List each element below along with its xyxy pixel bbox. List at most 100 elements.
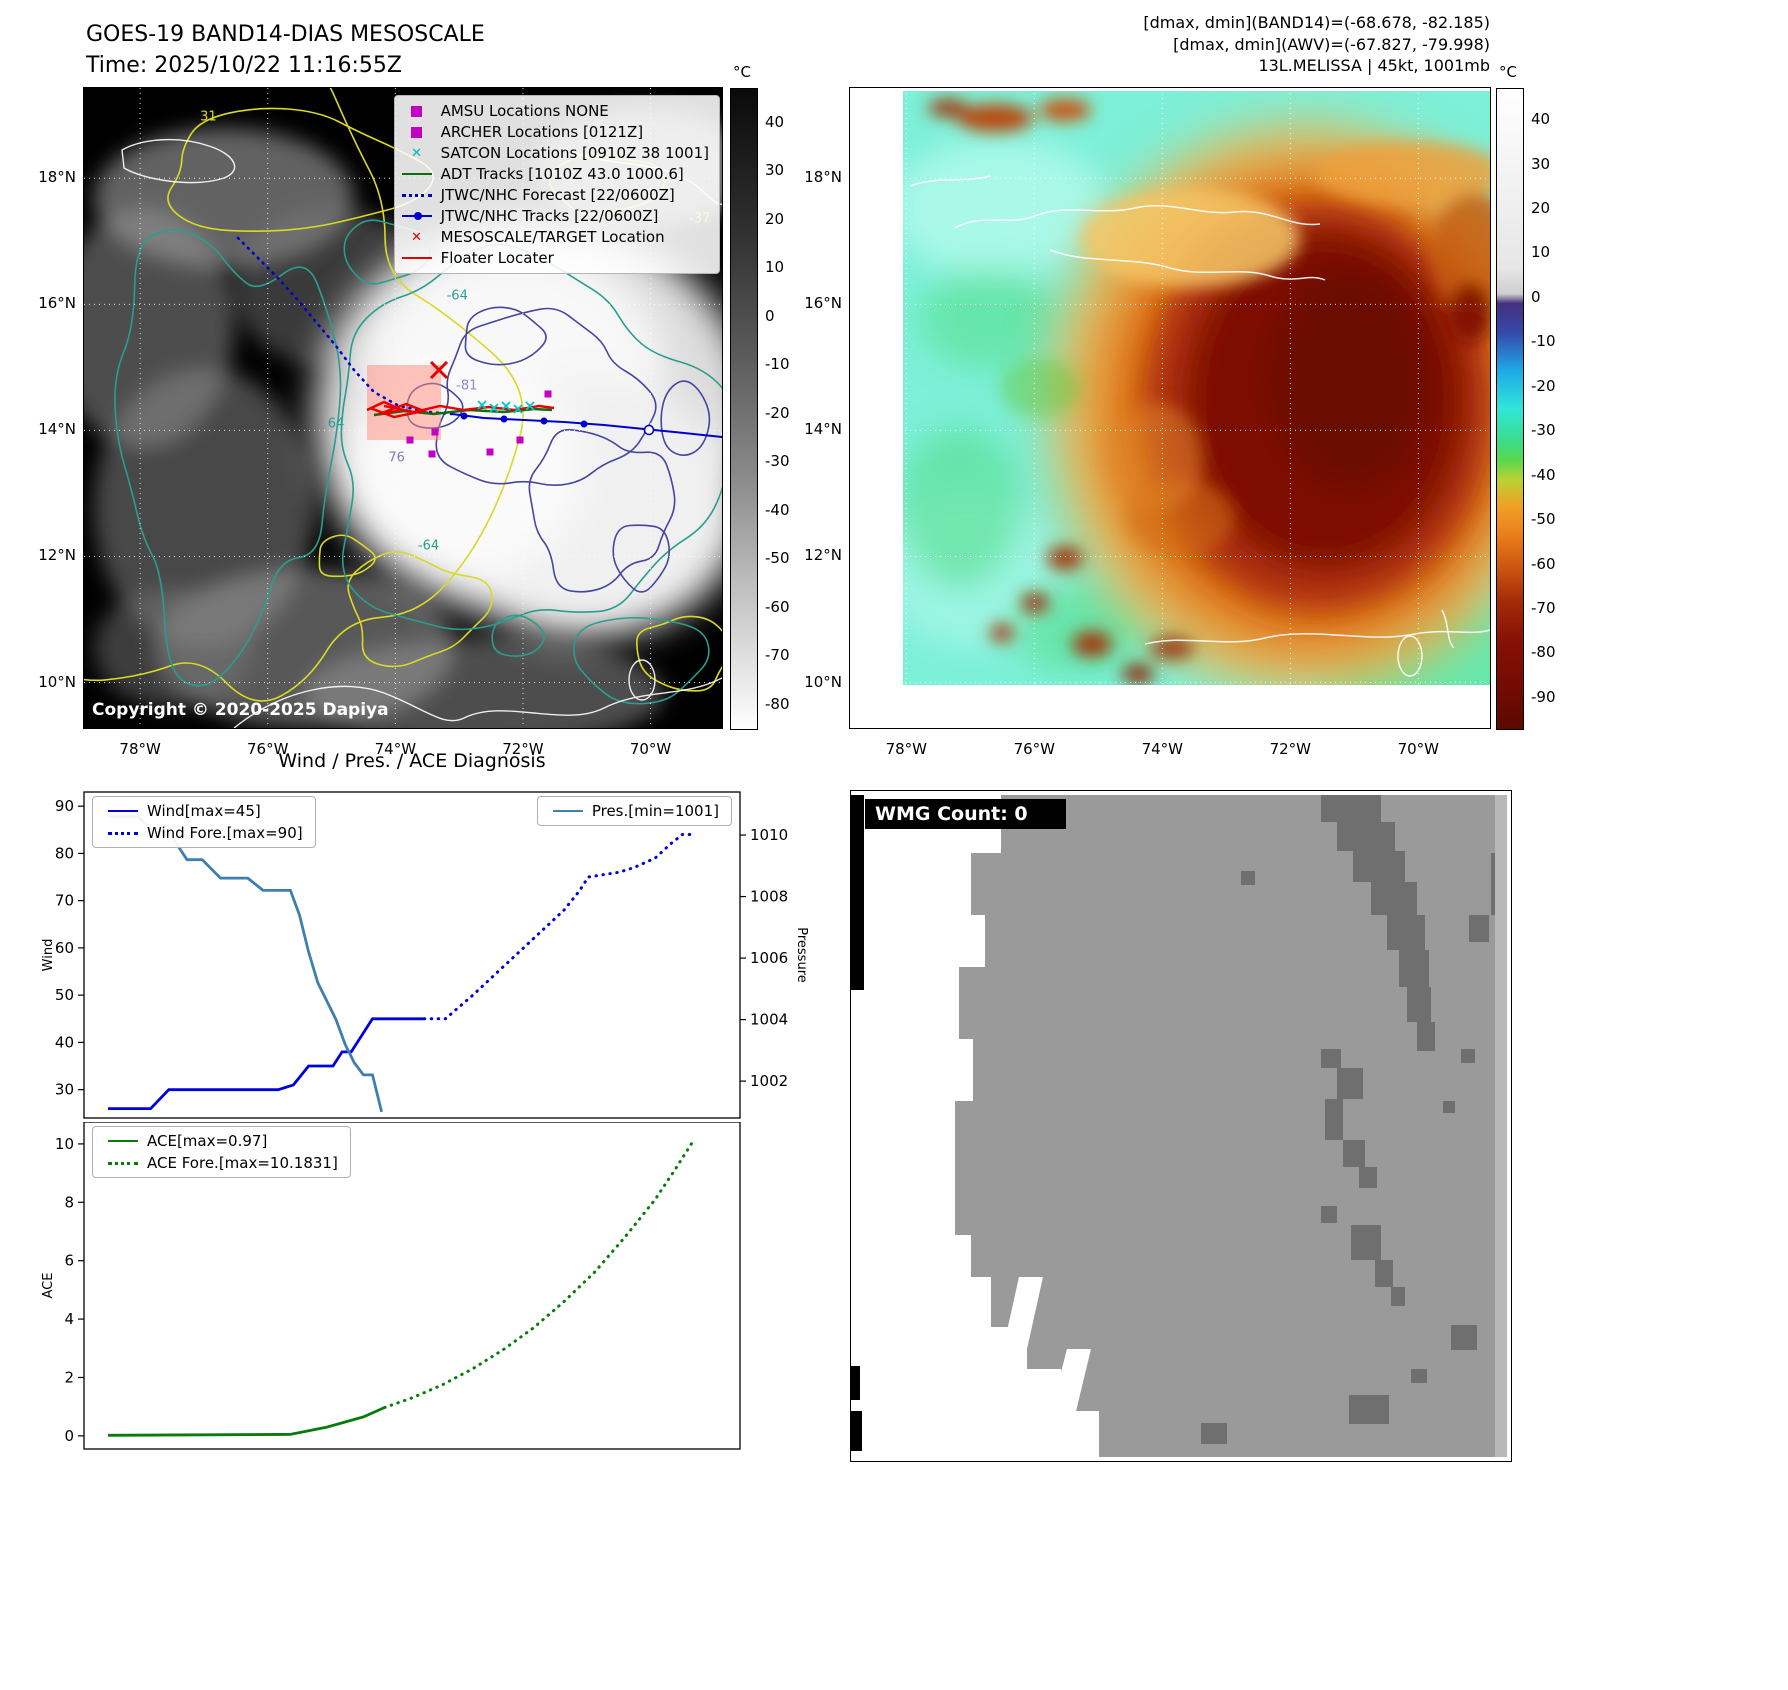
wmg-count-badge: WMG Count: 0: [865, 799, 1066, 829]
y-tick-label: 18°N: [804, 168, 842, 187]
series-observed: [107, 1406, 386, 1437]
svg-text:70: 70: [55, 892, 74, 910]
square-marker-icon: [411, 105, 423, 117]
x-tick-label: 70°W: [629, 740, 672, 758]
dark-gray-blocks: [1201, 795, 1507, 1444]
y-tick-label: 12°N: [804, 546, 842, 565]
legend-item: Wind Fore.[max=90]: [105, 824, 303, 842]
svg-text:10: 10: [55, 1135, 74, 1153]
timestamp: Time: 2025/10/22 11:16:55Z: [86, 52, 402, 78]
svg-text:40: 40: [55, 1033, 74, 1051]
band14-colorbar: °C 40 30 20 10 0 -10 -20 -30 -40 -50 -60 -70 -80: [730, 63, 790, 730]
series-forecast: [383, 1137, 697, 1409]
storm-id: 13L.MELISSA | 45kt, 1001mb: [1258, 56, 1490, 76]
colorbar-tick-label: 40: [1531, 110, 1551, 129]
svg-text:30: 30: [55, 1081, 74, 1099]
legend-marker: [550, 810, 586, 812]
legend-label: MESOSCALE/TARGET Location: [440, 228, 665, 246]
legend-marker: ✕: [399, 231, 435, 244]
square-marker-icon: [411, 126, 423, 138]
colorbar-tick-label: 20: [1531, 199, 1551, 217]
colorbar-unit-label: °C: [733, 63, 751, 81]
legend-label: JTWC/NHC Forecast [22/0600Z]: [440, 186, 675, 204]
legend-label: ARCHER Locations [0121Z]: [440, 123, 644, 141]
dmax-band14: [dmax, dmin](BAND14)=(-68.678, -82.185): [1143, 13, 1490, 32]
x-marker-icon: ✕: [411, 229, 423, 245]
x-tick-label: 76°W: [247, 740, 289, 758]
svg-text:1002: 1002: [750, 1072, 788, 1090]
svg-text:90: 90: [55, 797, 74, 815]
colorbar-tick-label: -50: [765, 549, 790, 568]
legend-label: ADT Tracks [1010Z 43.0 1000.6]: [440, 165, 684, 183]
colorbar-tick-label: -20: [1531, 376, 1556, 395]
line-marker-icon: [401, 173, 432, 175]
x-tick-label: 70°W: [1397, 740, 1440, 758]
legend-label: Floater Locater: [440, 249, 554, 267]
contour-value-label: -81: [456, 378, 478, 394]
legend-marker: ✕: [399, 147, 435, 160]
legend-marker: [399, 257, 435, 259]
svg-text:80: 80: [55, 844, 74, 862]
x-marker-icon: ✕: [411, 145, 423, 161]
y-tick-label: 16°N: [804, 294, 842, 313]
legend-label: Pres.[min=1001]: [591, 802, 719, 820]
svg-text:50: 50: [55, 986, 74, 1004]
legend-item: Floater Locater: [399, 249, 709, 267]
legend-marker: [399, 212, 435, 220]
contour-value-label: -64: [446, 288, 468, 304]
y-tick-label: 14°N: [38, 420, 76, 439]
legend-marker: [105, 831, 141, 835]
colorbar-tick-label: 40: [765, 112, 785, 131]
x-tick-label: 74°W: [1141, 740, 1184, 758]
legend-label: Wind[max=45]: [147, 802, 261, 820]
colorbar-tick-label: -60: [1531, 554, 1556, 573]
y-tick-label: 16°N: [38, 294, 76, 313]
gray-mask-region: [955, 795, 1507, 1457]
colorbar-tick-label: -20: [765, 403, 790, 422]
awv-colorbar: °C 40 30 20 10 0 -10 -20 -30 -40 -50 -60 -70 -80 -90: [1496, 63, 1556, 730]
line-marker-icon: [108, 1140, 138, 1142]
y-tick-label: 12°N: [38, 546, 76, 565]
colorbar-tick-label: -50: [1531, 510, 1556, 529]
legend-item: ARCHER Locations [0121Z]: [399, 123, 709, 141]
svg-text:Wind: Wind: [41, 939, 56, 972]
legend-item: ADT Tracks [1010Z 43.0 1000.6]: [399, 165, 709, 183]
colorbar-unit-label: °C: [1499, 63, 1517, 81]
legend-label: Wind Fore.[max=90]: [147, 824, 303, 842]
mid-contours: [114, 219, 722, 705]
wind-pressure-chart: 30 40 50 60 70 80 90 1002 1004 1006 1008 1010 Wind Pr…: [40, 786, 820, 1122]
chart-legend: ACE[max=0.97] ACE Fore.[max=10.1831]: [92, 1126, 351, 1178]
colorbar-tick-label: -30: [765, 452, 790, 471]
mesoscale-target-marker: [429, 360, 449, 380]
right-edge-column: [1495, 795, 1507, 1457]
colorbar-tick-label: -10: [1531, 332, 1556, 351]
diagnosis-title: Wind / Pres. / ACE Diagnosis: [278, 750, 546, 772]
svg-text:1008: 1008: [750, 888, 788, 906]
colorbar-tick-label: 0: [765, 306, 775, 325]
svg-text:1010: 1010: [750, 826, 788, 844]
y-tick-label: 10°N: [38, 672, 76, 691]
legend-item: JTWC/NHC Tracks [22/0600Z]: [399, 207, 709, 225]
chart-legend: Pres.[min=1001]: [536, 796, 732, 826]
colorbar-tick-label: 0: [1531, 287, 1541, 306]
svg-text:2: 2: [64, 1368, 74, 1386]
awv-satellite-image: [850, 88, 1490, 728]
legend-item: Pres.[min=1001]: [550, 802, 719, 820]
svg-text:ACE: ACE: [41, 1273, 56, 1299]
legend-item: ✕ SATCON Locations [0910Z 38 1001]: [399, 144, 709, 162]
svg-text:0: 0: [64, 1427, 74, 1445]
legend-marker: [105, 1161, 141, 1165]
x-tick-label: 78°W: [119, 740, 161, 758]
colorbar-tick-label: 30: [765, 161, 785, 180]
colorbar-tick-label: -70: [1531, 599, 1556, 617]
dotted-line-marker-icon: [401, 193, 432, 197]
legend-marker: [105, 1140, 141, 1142]
y-tick-label: 18°N: [38, 168, 76, 187]
colorbar-tick-label: -10: [765, 355, 790, 374]
legend-item: ACE[max=0.97]: [105, 1132, 338, 1150]
legend-item: ✕ MESOSCALE/TARGET Location: [399, 228, 709, 246]
colorbar-tick-label: -40: [1531, 465, 1556, 484]
colorbar-tick-label: 30: [1531, 154, 1551, 173]
wmg-panel: WMG Count: 0: [850, 790, 1512, 1462]
colorbar-tick-label: -30: [1531, 421, 1556, 440]
